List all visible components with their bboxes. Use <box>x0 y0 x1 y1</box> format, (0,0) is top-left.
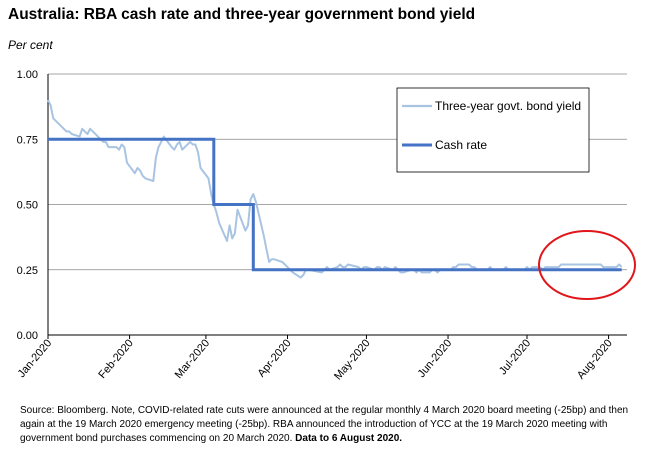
x-tick-label: Jan-2020 <box>16 337 55 380</box>
series-lines <box>47 99 623 279</box>
x-tick-label: May-2020 <box>332 337 373 382</box>
y-tick-label: 1.00 <box>17 69 38 81</box>
y-tick-label: 0.25 <box>17 265 38 277</box>
y-tick-label: 0.75 <box>17 134 38 146</box>
x-tick-label: Jul-2020 <box>497 337 533 377</box>
source-text: Source: Bloomberg. Note, COVID-related r… <box>20 405 629 444</box>
x-tick-label: Mar-2020 <box>173 337 212 381</box>
chart-title: Australia: RBA cash rate and three-year … <box>8 6 476 23</box>
y-tick-label: 0.00 <box>17 330 38 342</box>
y-axis-unit-label: Per cent <box>8 38 53 52</box>
legend-label-bond-yield: Three-year govt. bond yield <box>435 99 581 113</box>
x-tick-label: Jun-2020 <box>416 337 455 380</box>
source-data-date: Data to 6 August 2020. <box>295 433 403 444</box>
x-axis: Jan-2020 Feb-2020 Mar-2020 Apr-2020 May-2020… <box>16 335 615 382</box>
legend: Three-year govt. bond yield Cash rate <box>396 87 590 173</box>
legend-label-cash-rate: Cash rate <box>435 138 487 152</box>
y-axis-tick-labels: 0.00 0.25 0.50 0.75 1.00 <box>17 69 38 342</box>
highlight-circle <box>538 230 636 300</box>
x-tick-label: Aug-2020 <box>575 337 615 381</box>
y-tick-label: 0.50 <box>17 200 38 212</box>
legend-box <box>396 87 590 173</box>
x-tick-label: Apr-2020 <box>256 337 294 379</box>
x-tick-label: Feb-2020 <box>96 337 135 381</box>
source-note: Source: Bloomberg. Note, COVID-related r… <box>20 404 632 446</box>
series-line-cash-rate <box>48 137 622 272</box>
